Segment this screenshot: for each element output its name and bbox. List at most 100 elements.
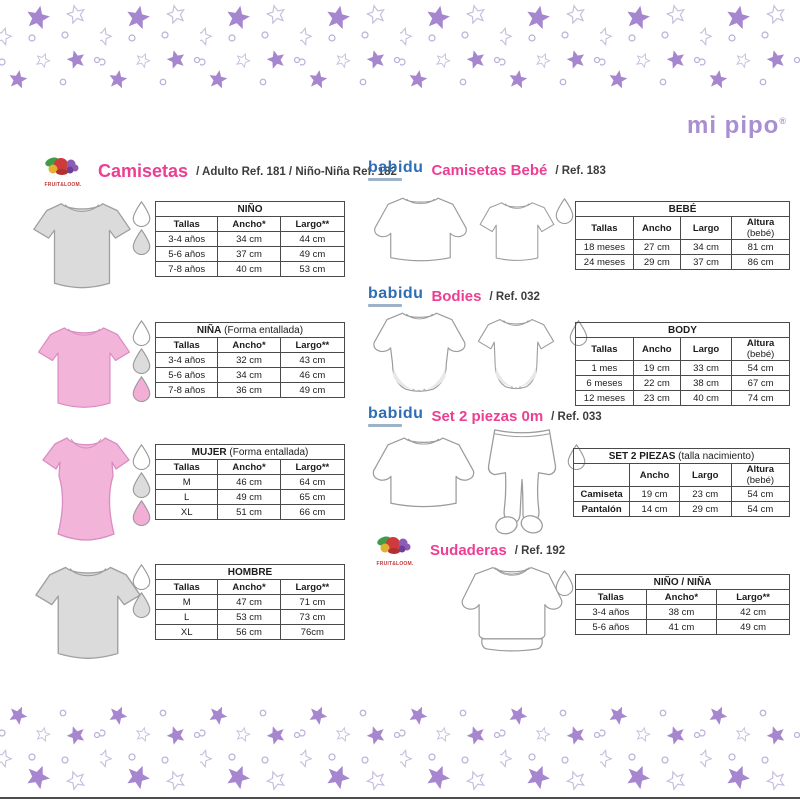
- section-title: Set 2 piezas 0m: [431, 408, 544, 425]
- size-table-set2: SET 2 PIEZAS (talla nacimiento) Ancho Larg…: [572, 448, 791, 517]
- table-row: L 49 cm 65 cm: [154, 489, 346, 505]
- color-options-nina: [131, 320, 152, 402]
- size-table: NIÑO Tallas Ancho* Largo** 3-4 años 34 cm 44 c…: [154, 201, 346, 277]
- table-cell: 40 cm: [679, 390, 733, 406]
- color-drop-icon-white: [132, 201, 151, 227]
- color-options-bebe: [554, 198, 575, 224]
- table-row: 3-4 años 32 cm 43 cm: [154, 352, 346, 368]
- section-header-sudaderas: FRUIT&LOOM. Sudaderas / Ref. 192: [368, 534, 565, 567]
- table-cell: M: [154, 594, 219, 610]
- table-cell: Pantalón: [572, 501, 631, 517]
- table-cell: 51 cm: [217, 504, 281, 520]
- color-drop-icon-gray: [132, 472, 151, 498]
- table-cell: 67 cm: [731, 375, 790, 391]
- table-row: XL 56 cm 76cm: [154, 624, 346, 640]
- table-cell: 12 meses: [575, 390, 634, 406]
- babidu-tagline-bar: [368, 304, 402, 307]
- table-cell: 19 cm: [632, 360, 681, 376]
- table-cell: 23 cm: [632, 390, 681, 406]
- table-cell: 71 cm: [279, 594, 346, 610]
- section-header-camisetas-bebe: babidu Camisetas Bebé / Ref. 183: [368, 160, 606, 181]
- table-row: 3-4 años 34 cm 44 cm: [154, 231, 346, 247]
- section-title: Camisetas: [98, 161, 189, 181]
- babidu-logo: babidu: [368, 286, 423, 307]
- registered-mark: ®: [779, 116, 787, 126]
- table-cell: 54 cm: [731, 360, 790, 376]
- column-header: Ancho: [632, 216, 681, 240]
- column-header: [572, 463, 631, 487]
- tshirt-hombre-illustration: [35, 566, 141, 659]
- size-table-body: BODY Tallas Ancho Largo Altura (bebé) 1 mes 19…: [575, 322, 790, 406]
- babidu-logo: babidu: [368, 406, 423, 427]
- color-drop-icon-white: [132, 320, 151, 346]
- set-pants-illustration: [487, 429, 557, 535]
- color-options-nino: [131, 201, 152, 255]
- color-options-hombre: [131, 564, 152, 618]
- table-cell: XL: [154, 504, 219, 520]
- table-cell: 14 cm: [629, 501, 680, 517]
- table-cell: 3-4 años: [154, 231, 219, 247]
- fruit-of-the-loom-logo: FRUIT&LOOM.: [36, 155, 90, 188]
- column-header: Tallas: [154, 579, 219, 595]
- fruit-cluster-icon: [377, 536, 411, 554]
- section-title: Camisetas Bebé: [431, 162, 548, 179]
- column-header: Largo**: [279, 459, 346, 475]
- size-table: SET 2 PIEZAS (talla nacimiento) Ancho Larg…: [572, 448, 791, 517]
- table-cell: 53 cm: [217, 609, 281, 625]
- table-cell: 43 cm: [279, 352, 346, 368]
- table-cell: 22 cm: [632, 375, 681, 391]
- column-header: Largo**: [716, 589, 790, 605]
- table-cell: 5-6 años: [154, 246, 219, 262]
- table-cell: Camiseta: [572, 486, 631, 502]
- table-cell: 40 cm: [217, 261, 281, 277]
- color-drop-icon-white: [132, 444, 151, 470]
- color-drop-icon-white: [132, 564, 151, 590]
- table-cell: 27 cm: [632, 239, 681, 255]
- section-title: Sudaderas: [430, 542, 507, 559]
- set-shirt-illustration: [372, 437, 475, 508]
- size-table: HOMBRE Tallas Ancho* Largo** M 47 cm 71 cm L 53 …: [154, 564, 346, 640]
- table-cell: 23 cm: [678, 486, 732, 502]
- column-header: Largo: [679, 216, 733, 240]
- table-cell: 49 cm: [716, 619, 790, 635]
- table-row: 5-6 años 37 cm 49 cm: [154, 246, 346, 262]
- table-cell: 34 cm: [217, 231, 281, 247]
- babidu-logo-text: babidu: [368, 405, 424, 422]
- babidu-tagline-bar: [368, 178, 402, 181]
- column-header: Tallas: [154, 459, 219, 475]
- table-row: Camiseta 19 cm 23 cm 54 cm: [572, 486, 791, 502]
- table-row: 7-8 años 36 cm 49 cm: [154, 382, 346, 398]
- table-title: BEBÉ: [575, 201, 790, 217]
- size-table-hombre: HOMBRE Tallas Ancho* Largo** M 47 cm 71 cm L 53 …: [154, 564, 346, 640]
- size-table-nina: NIÑA (Forma entallada) Tallas Ancho* Largo*…: [154, 322, 346, 398]
- table-cell: 46 cm: [217, 474, 281, 490]
- section-title: Bodies: [431, 288, 482, 305]
- star-pattern-top: [0, 0, 800, 95]
- size-table-nino: NIÑO Tallas Ancho* Largo** 3-4 años 34 cm 44 c…: [154, 201, 346, 277]
- table-cell: 7-8 años: [154, 382, 219, 398]
- table-row: 3-4 años 38 cm 42 cm: [575, 604, 790, 620]
- column-header: Ancho: [629, 463, 680, 487]
- column-header: Altura (bebé): [731, 216, 790, 240]
- section-header-set2piezas: babidu Set 2 piezas 0m / Ref. 033: [368, 406, 602, 427]
- baby-shortsleeve-illustration: [479, 202, 555, 261]
- table-cell: 5-6 años: [154, 367, 219, 383]
- color-drop-icon-pink: [132, 500, 151, 526]
- section-header-bodies: babidu Bodies / Ref. 032: [368, 286, 540, 307]
- table-cell: 3-4 años: [575, 604, 647, 620]
- table-cell: 19 cm: [629, 486, 680, 502]
- babidu-logo: babidu: [368, 160, 423, 181]
- table-row: Pantalón 14 cm 29 cm 54 cm: [572, 501, 791, 517]
- table-row: 6 meses 22 cm 38 cm 67 cm: [575, 375, 790, 391]
- table-cell: 6 meses: [575, 375, 634, 391]
- table-cell: 38 cm: [645, 604, 718, 620]
- table-cell: 54 cm: [730, 501, 791, 517]
- table-cell: 37 cm: [679, 254, 733, 270]
- table-cell: 42 cm: [716, 604, 790, 620]
- table-title: HOMBRE: [155, 564, 345, 580]
- size-table: NIÑO / NIÑA Tallas Ancho* Largo** 3-4 años 38…: [575, 574, 790, 635]
- table-cell: 36 cm: [217, 382, 281, 398]
- table-cell: M: [154, 474, 219, 490]
- section-header-camisetas: FRUIT&LOOM. Camisetas / Adulto Ref. 181 …: [36, 155, 397, 188]
